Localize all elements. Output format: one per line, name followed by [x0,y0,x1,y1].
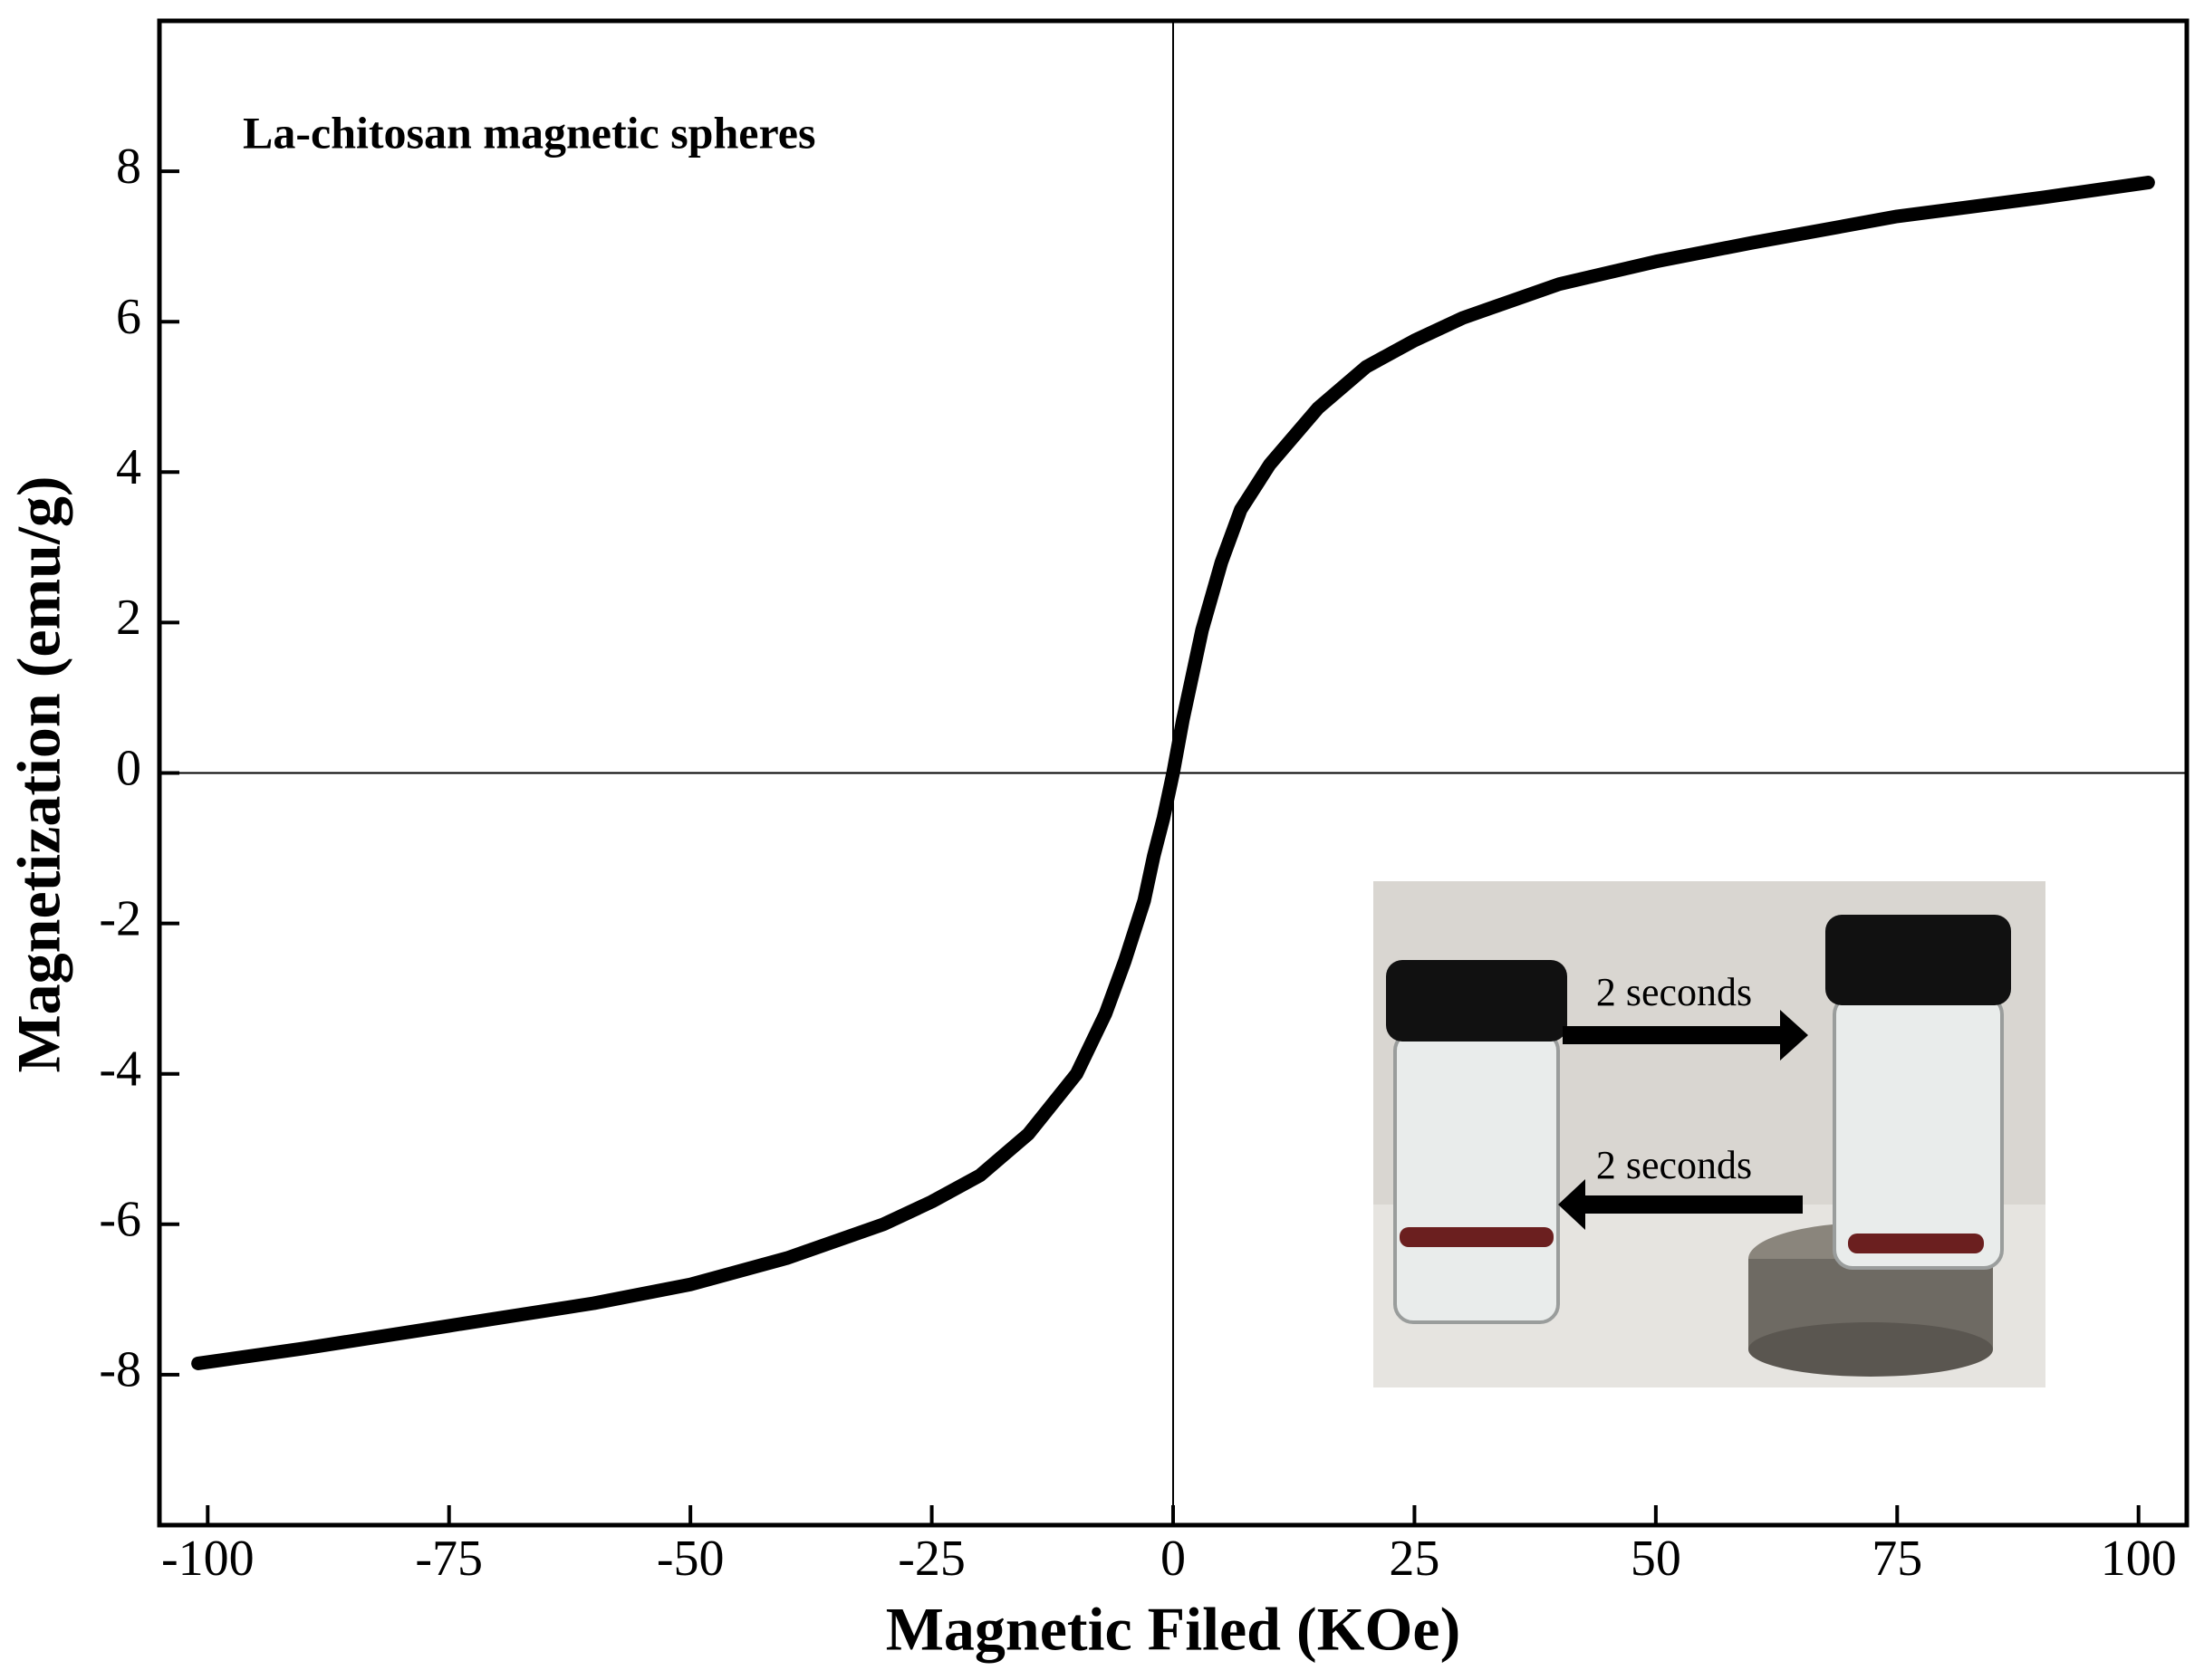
inset-label: 2 seconds [1596,1143,1752,1187]
y-axis-title: Magnetization (emu/g) [5,475,73,1072]
inset-photo: 2 seconds 2 seconds [1373,881,2045,1387]
chart-title: La-chitosan magnetic spheres [243,107,815,158]
y-tick-label: 0 [116,740,141,796]
spheres-left [1400,1227,1554,1247]
vial-right [1833,994,2004,1270]
y-tick-label: -2 [99,890,141,946]
vial-right-cap [1825,915,2011,1005]
y-tick-label: 2 [116,590,141,646]
y-tick-label: -4 [99,1042,141,1098]
y-tick-label: 8 [116,139,141,195]
data-line [191,176,2155,1370]
y-tick-label: -6 [99,1192,141,1248]
y-tick-label: 4 [116,439,141,495]
x-tick-label: 25 [1389,1531,1439,1587]
x-tick-label: 50 [1631,1531,1681,1587]
y-tick-label: 6 [116,289,141,345]
y-tick-label: -8 [99,1342,141,1398]
magnet-bottom [1748,1322,1993,1377]
x-tick-label: -25 [898,1531,966,1587]
arrow-right [1563,1010,1808,1061]
vial-left-cap [1386,960,1567,1042]
vial-left [1393,1031,1560,1324]
inset-label: 2 seconds [1596,970,1752,1014]
x-tick-label: -100 [161,1531,255,1587]
x-tick-label: 0 [1160,1531,1186,1587]
x-tick-label: 100 [2101,1531,2177,1587]
spheres-right [1848,1234,1984,1253]
x-tick-label: 75 [1872,1531,1922,1587]
x-tick-label: -50 [657,1531,725,1587]
arrow-left [1558,1179,1803,1230]
x-axis-title: Magnetic Filed (KOe) [886,1595,1460,1664]
x-tick-label: -75 [415,1531,483,1587]
